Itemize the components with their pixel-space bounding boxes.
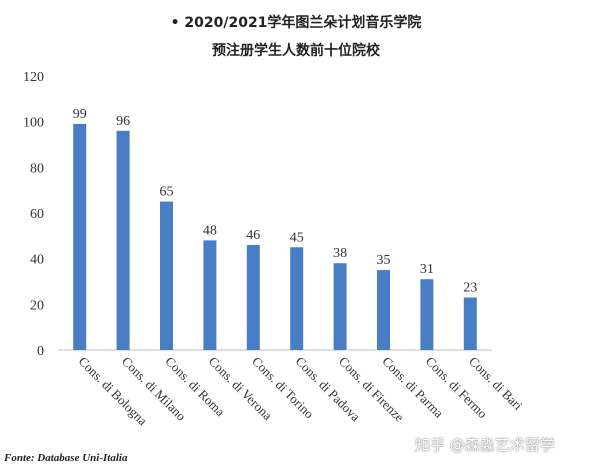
watermark: 知乎 @森淼艺术留学 (415, 436, 555, 454)
bar (463, 297, 477, 350)
bar-value-label: 99 (73, 107, 87, 122)
bar (333, 263, 347, 350)
chart-title: • 2020/2021学年图兰朵计划音乐学院 (170, 15, 422, 31)
source-note: Fonte: Database Uni-Italia (4, 452, 128, 464)
bar-value-label: 23 (463, 280, 477, 295)
bar (377, 270, 390, 350)
bar (160, 201, 173, 350)
bar (203, 240, 217, 350)
y-tick-label: 100 (23, 116, 44, 131)
bar-value-label: 46 (246, 228, 260, 243)
bar-value-label: 48 (203, 223, 217, 238)
y-tick-label: 20 (30, 298, 44, 313)
bar-value-label: 35 (377, 253, 391, 268)
bar-value-label: 38 (333, 246, 347, 261)
bar-value-label: 65 (160, 185, 174, 200)
y-tick-label: 80 (30, 161, 44, 176)
y-tick-label: 0 (37, 344, 44, 359)
bar (246, 244, 260, 350)
bar-value-label: 45 (290, 230, 304, 245)
bar-value-label: 96 (116, 114, 130, 129)
bar (420, 279, 434, 350)
bar (116, 130, 130, 350)
y-tick-label: 120 (23, 70, 44, 85)
y-tick-label: 60 (30, 207, 44, 222)
y-tick-label: 40 (30, 253, 44, 268)
bar (73, 123, 87, 350)
bar (290, 247, 304, 350)
chart-subtitle: 预注册学生人数前十位院校 (212, 43, 380, 59)
bar-value-label: 31 (420, 262, 434, 277)
